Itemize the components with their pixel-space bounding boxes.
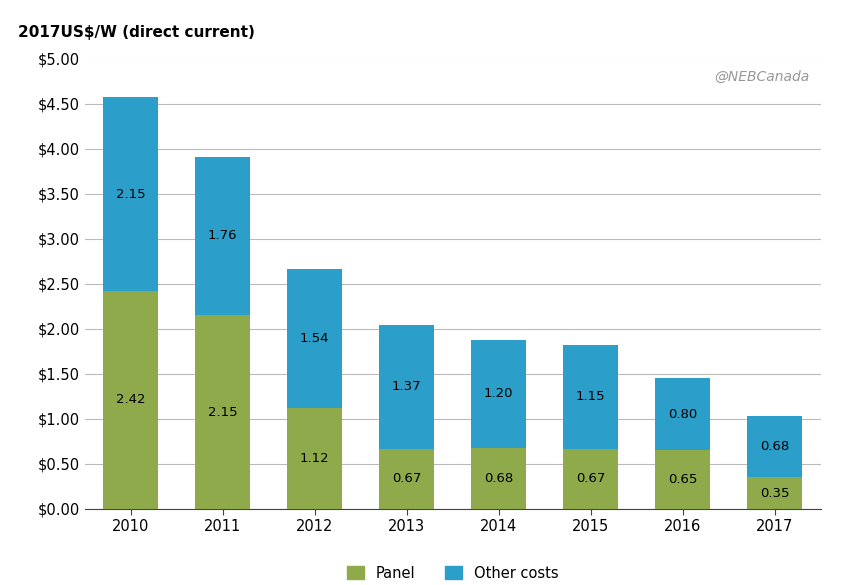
Bar xyxy=(195,157,250,315)
Text: 1.15: 1.15 xyxy=(576,390,606,403)
Text: 1.54: 1.54 xyxy=(299,332,329,345)
Text: 2.15: 2.15 xyxy=(116,188,146,201)
Text: 1.37: 1.37 xyxy=(392,380,421,393)
Legend: Panel, Other costs: Panel, Other costs xyxy=(347,566,558,581)
Bar xyxy=(655,450,710,509)
Bar xyxy=(747,477,802,509)
Text: 0.67: 0.67 xyxy=(576,472,605,486)
Bar xyxy=(287,269,342,408)
Text: 0.35: 0.35 xyxy=(760,487,789,500)
Bar xyxy=(563,345,618,449)
Text: 1.20: 1.20 xyxy=(484,387,514,400)
Text: 2.42: 2.42 xyxy=(116,394,146,407)
Bar xyxy=(195,315,250,509)
Bar xyxy=(471,448,526,509)
Text: 1.76: 1.76 xyxy=(208,229,238,242)
Bar xyxy=(103,291,158,509)
Text: 2017US$/W (direct current): 2017US$/W (direct current) xyxy=(19,26,255,40)
Text: 0.67: 0.67 xyxy=(392,472,421,486)
Text: 2.15: 2.15 xyxy=(208,405,238,419)
Bar xyxy=(287,408,342,509)
Bar xyxy=(471,339,526,448)
Text: 0.65: 0.65 xyxy=(668,473,697,486)
Bar xyxy=(379,325,434,449)
Bar xyxy=(655,378,710,450)
Text: 1.12: 1.12 xyxy=(299,452,329,465)
Text: 0.68: 0.68 xyxy=(760,441,789,453)
Bar xyxy=(379,449,434,509)
Text: 0.80: 0.80 xyxy=(668,408,697,421)
Bar xyxy=(563,449,618,509)
Text: 0.68: 0.68 xyxy=(484,472,514,485)
Bar xyxy=(103,97,158,291)
Text: @NEBCanada: @NEBCanada xyxy=(714,70,810,84)
Bar xyxy=(747,416,802,477)
